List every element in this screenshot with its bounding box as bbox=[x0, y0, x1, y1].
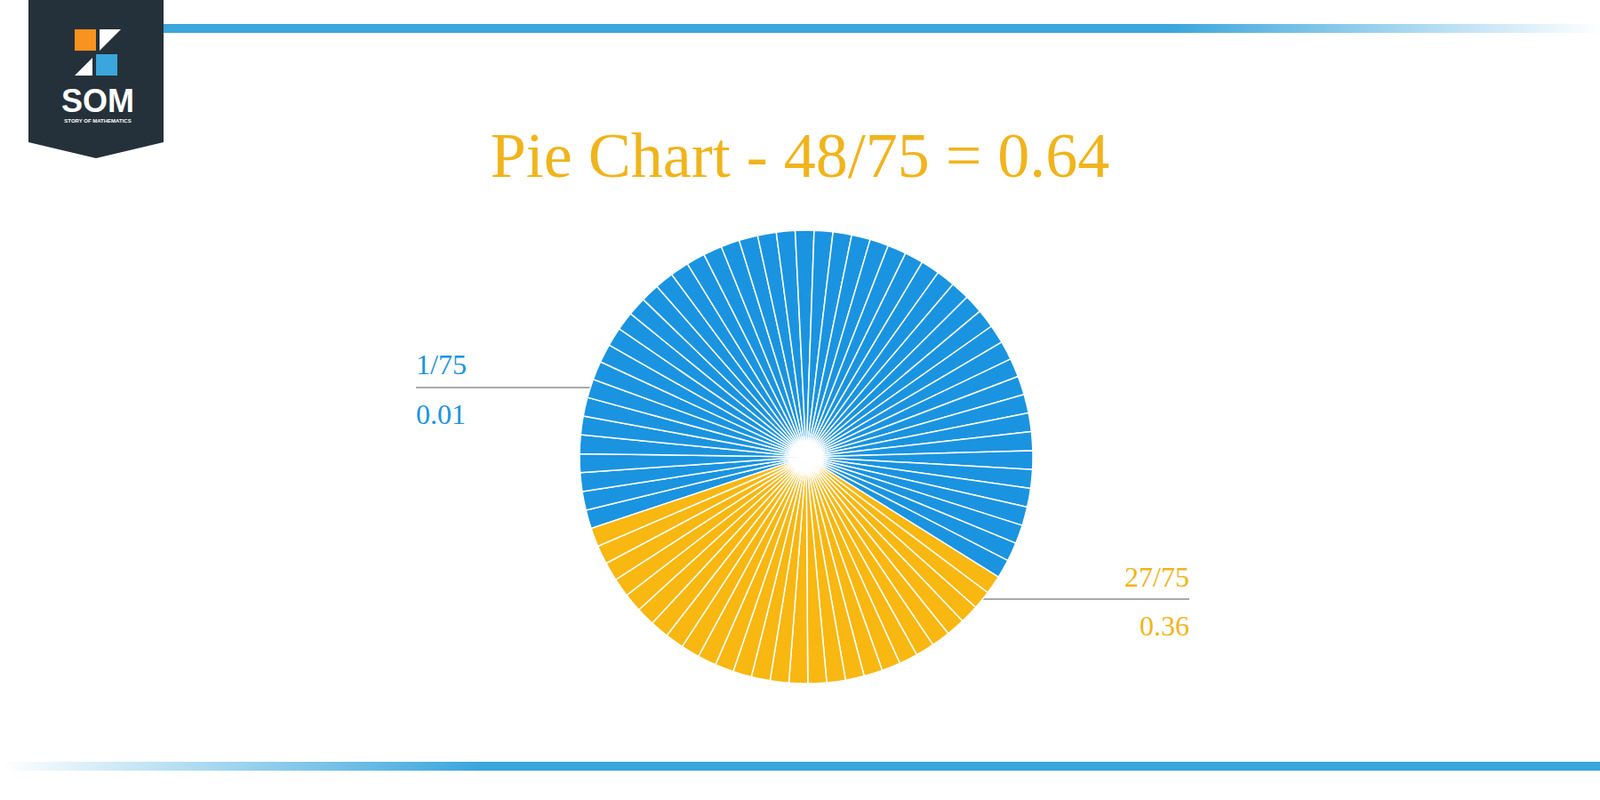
svg-text:0.01: 0.01 bbox=[416, 398, 466, 431]
svg-text:27/75: 27/75 bbox=[1124, 560, 1190, 593]
svg-text:0.36: 0.36 bbox=[1139, 609, 1190, 642]
svg-text:SOM: SOM bbox=[61, 82, 135, 120]
svg-text:1/75: 1/75 bbox=[416, 348, 467, 381]
svg-text:STORY OF MATHEMATICS: STORY OF MATHEMATICS bbox=[64, 118, 131, 124]
svg-text:Pie Chart - 48/75 = 0.64: Pie Chart - 48/75 = 0.64 bbox=[490, 120, 1111, 192]
